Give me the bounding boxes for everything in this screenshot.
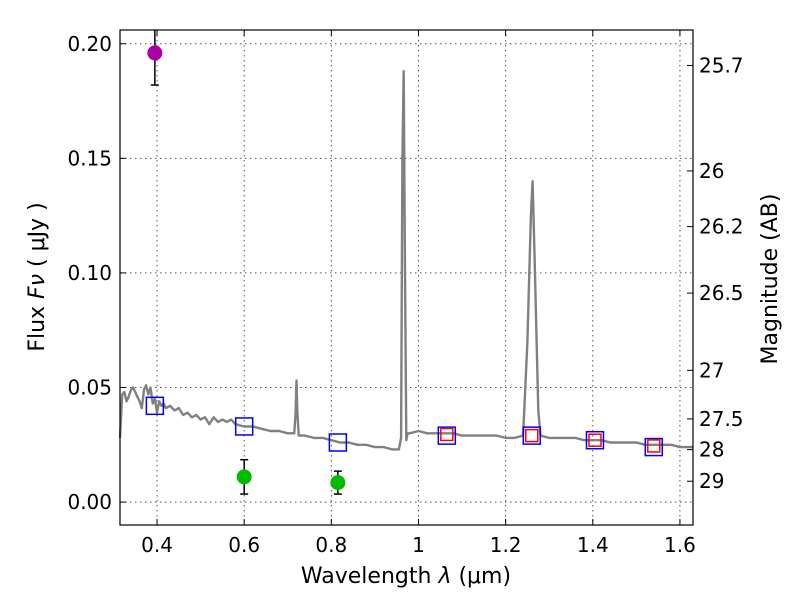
- data-point-square: [145, 396, 165, 416]
- grid: [120, 30, 693, 525]
- data-point-square: [328, 433, 348, 452]
- data-point-square: [585, 430, 605, 450]
- ticks: 0.4 0.6 0.8 1 1.2 1.4 1.6 0.00 0.05 0.10 0.15 0.20 2…: [67, 30, 744, 557]
- data-point-square: [647, 439, 661, 453]
- data-point-circle: [236, 469, 252, 485]
- data-point-square: [440, 427, 454, 442]
- sed-model-line: [118, 69, 693, 451]
- mag-tick-label: 27.5: [699, 407, 744, 431]
- data-point-square: [525, 428, 539, 443]
- y-tick-label: 0.00: [67, 490, 112, 514]
- data-point-square: [644, 437, 664, 457]
- mag-tick-label: 28: [699, 438, 724, 462]
- y-tick-label: 0.05: [67, 376, 112, 400]
- y-tick-label: 0.10: [67, 261, 112, 285]
- data-point-square: [437, 426, 457, 445]
- x-tick-label: 1.4: [577, 533, 609, 557]
- data-point-circle: [330, 475, 346, 491]
- mag-tick-label: 29: [699, 469, 724, 493]
- data-point-circle: [147, 45, 163, 61]
- x-tick-label: 1.2: [490, 533, 522, 557]
- mag-tick-label: 26.5: [699, 281, 744, 305]
- x-tick-label: 0.4: [141, 533, 173, 557]
- y-tick-label: 0.20: [67, 32, 112, 56]
- data-series: [118, 30, 693, 495]
- mag-tick-label: 25.7: [699, 54, 744, 78]
- x-tick-label: 1: [412, 533, 425, 557]
- y2-axis-title: Magnitude (AB): [758, 194, 783, 365]
- x-tick-label: 1.6: [664, 533, 696, 557]
- mag-tick-label: 26.2: [699, 215, 744, 239]
- mag-tick-label: 26: [699, 159, 724, 183]
- mag-tick-label: 27: [699, 358, 724, 382]
- data-point-square: [588, 433, 602, 447]
- data-point-square: [234, 417, 254, 436]
- y-tick-label: 0.15: [67, 146, 112, 170]
- y-axis-title: Flux Fν ( μJy ): [25, 202, 50, 351]
- x-axis-title: Wavelength λ (μm): [301, 564, 511, 589]
- x-tick-label: 0.6: [228, 533, 260, 557]
- data-point-square: [522, 426, 542, 445]
- x-tick-label: 0.8: [315, 533, 347, 557]
- plot-frame: [119, 29, 694, 526]
